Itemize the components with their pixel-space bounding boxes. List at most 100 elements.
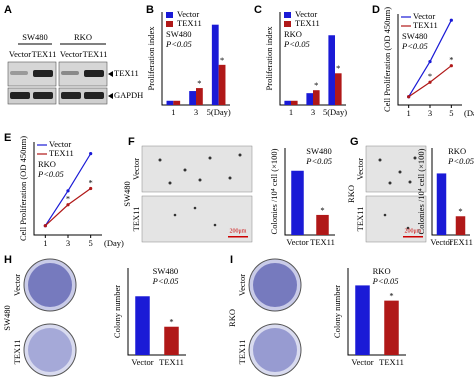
y-axis-label: Colonies /10⁴ cell (×100) bbox=[269, 148, 279, 234]
row-label: TEX11 bbox=[131, 207, 141, 232]
legend-label: TEX11 bbox=[49, 148, 74, 158]
significance: * bbox=[66, 194, 70, 204]
significance: * bbox=[428, 71, 432, 81]
axis bbox=[397, 14, 462, 106]
annotation: P<0.05 bbox=[165, 39, 192, 49]
significance: * bbox=[449, 55, 453, 65]
panel-label: F bbox=[128, 136, 135, 148]
bar bbox=[306, 93, 313, 105]
bar bbox=[284, 100, 291, 105]
legend-marker bbox=[284, 12, 291, 18]
annotation: SW480 bbox=[153, 266, 179, 276]
x-unit: (Day) bbox=[104, 238, 124, 248]
annotation: P<0.05 bbox=[401, 41, 428, 51]
bar bbox=[211, 24, 219, 106]
annotation: RKO bbox=[448, 146, 466, 156]
lane-label: TEX11 bbox=[32, 49, 57, 59]
point bbox=[428, 59, 432, 64]
scale-bar: 200μm bbox=[405, 228, 422, 234]
axis bbox=[279, 12, 346, 106]
x-tick-label: Vector bbox=[286, 237, 308, 247]
lane-label: Vector bbox=[60, 49, 82, 59]
bar bbox=[436, 173, 447, 235]
cell-line: RKO bbox=[74, 32, 92, 42]
bar bbox=[316, 214, 329, 235]
point bbox=[428, 80, 432, 84]
significance: * bbox=[389, 291, 393, 301]
annotation: P<0.05 bbox=[37, 169, 64, 179]
annotation: P<0.05 bbox=[372, 276, 399, 286]
point bbox=[66, 189, 70, 193]
axis bbox=[161, 12, 230, 106]
legend-marker bbox=[166, 21, 173, 27]
x-tick-label: 5 bbox=[449, 108, 453, 118]
bar bbox=[455, 216, 466, 235]
annotation: SW480 bbox=[402, 31, 428, 41]
annotation: RKO bbox=[284, 29, 302, 39]
cell-line: SW480 bbox=[2, 305, 12, 331]
bar bbox=[218, 64, 226, 105]
bar bbox=[355, 285, 370, 355]
significance: * bbox=[320, 205, 324, 215]
panel-label: D bbox=[372, 4, 380, 16]
x-tick-label: 5(Day) bbox=[207, 107, 231, 117]
x-tick-label: TEX11 bbox=[159, 357, 184, 367]
point bbox=[89, 152, 93, 156]
western-blot: SW480 RKO Vector TEX11 Vector TEX11 TEX1… bbox=[7, 32, 143, 105]
x-tick-label: 5(Day) bbox=[323, 107, 347, 117]
x-tick-label: TEX11 bbox=[448, 237, 473, 247]
legend-label: Vector bbox=[413, 11, 435, 21]
bar bbox=[196, 88, 203, 105]
panel-label: C bbox=[254, 4, 262, 16]
row-label: TEX11 bbox=[355, 207, 365, 232]
significance: * bbox=[169, 317, 173, 327]
legend-marker bbox=[284, 21, 291, 27]
x-tick-label: 1 bbox=[43, 238, 47, 248]
x-tick-label: 5 bbox=[89, 238, 93, 248]
y-axis-label: Colony number bbox=[332, 285, 342, 338]
x-tick-label: Vector bbox=[131, 357, 153, 367]
cell-line: RKO bbox=[227, 309, 237, 327]
bar bbox=[384, 300, 399, 355]
point bbox=[449, 18, 453, 22]
row-label: Vector bbox=[131, 158, 141, 180]
annotation: SW480 bbox=[306, 146, 332, 156]
lane-label: TEX11 bbox=[83, 49, 108, 59]
row-label: Vector bbox=[12, 274, 22, 296]
panel-label: E bbox=[4, 132, 11, 144]
significance: * bbox=[220, 55, 224, 65]
legend-label: TEX11 bbox=[177, 18, 202, 28]
bar bbox=[291, 100, 298, 105]
bar bbox=[189, 91, 196, 105]
annotation: SW480 bbox=[166, 29, 192, 39]
row-label: TEX11 bbox=[12, 340, 22, 365]
bar bbox=[291, 170, 304, 235]
plate-images: Vector TEX11 SW480 Vector TEX11 RKO bbox=[2, 258, 302, 377]
lane-label: Vector bbox=[9, 49, 31, 59]
cell-line: SW480 bbox=[122, 181, 132, 207]
annotation: P<0.05 bbox=[283, 39, 310, 49]
row-label: TEX11 bbox=[237, 340, 247, 365]
protein-label: TEX11 bbox=[114, 68, 139, 78]
protein-label: GAPDH bbox=[114, 90, 143, 100]
annotation: RKO bbox=[373, 266, 391, 276]
y-axis-label: Cell Proliferation (OD 450nm) bbox=[382, 7, 392, 112]
annotation: P<0.05 bbox=[447, 156, 474, 166]
x-tick-label: 3 bbox=[428, 108, 432, 118]
x-tick-label: 3 bbox=[311, 107, 315, 117]
y-axis-label: Cell Proliferation (OD 450nm) bbox=[18, 136, 28, 241]
significance: * bbox=[89, 177, 93, 187]
panel-label: A bbox=[4, 4, 12, 16]
x-tick-label: 3 bbox=[66, 238, 70, 248]
panel-label: G bbox=[350, 136, 359, 148]
row-label: Vector bbox=[355, 158, 365, 180]
panel-label: I bbox=[230, 254, 233, 266]
legend-label: TEX11 bbox=[295, 18, 320, 28]
legend-label: Vector bbox=[177, 9, 199, 19]
axis bbox=[33, 142, 102, 236]
bar bbox=[313, 90, 320, 105]
panel-label: H bbox=[4, 254, 12, 266]
point bbox=[89, 186, 93, 191]
panel-label: B bbox=[146, 4, 154, 16]
